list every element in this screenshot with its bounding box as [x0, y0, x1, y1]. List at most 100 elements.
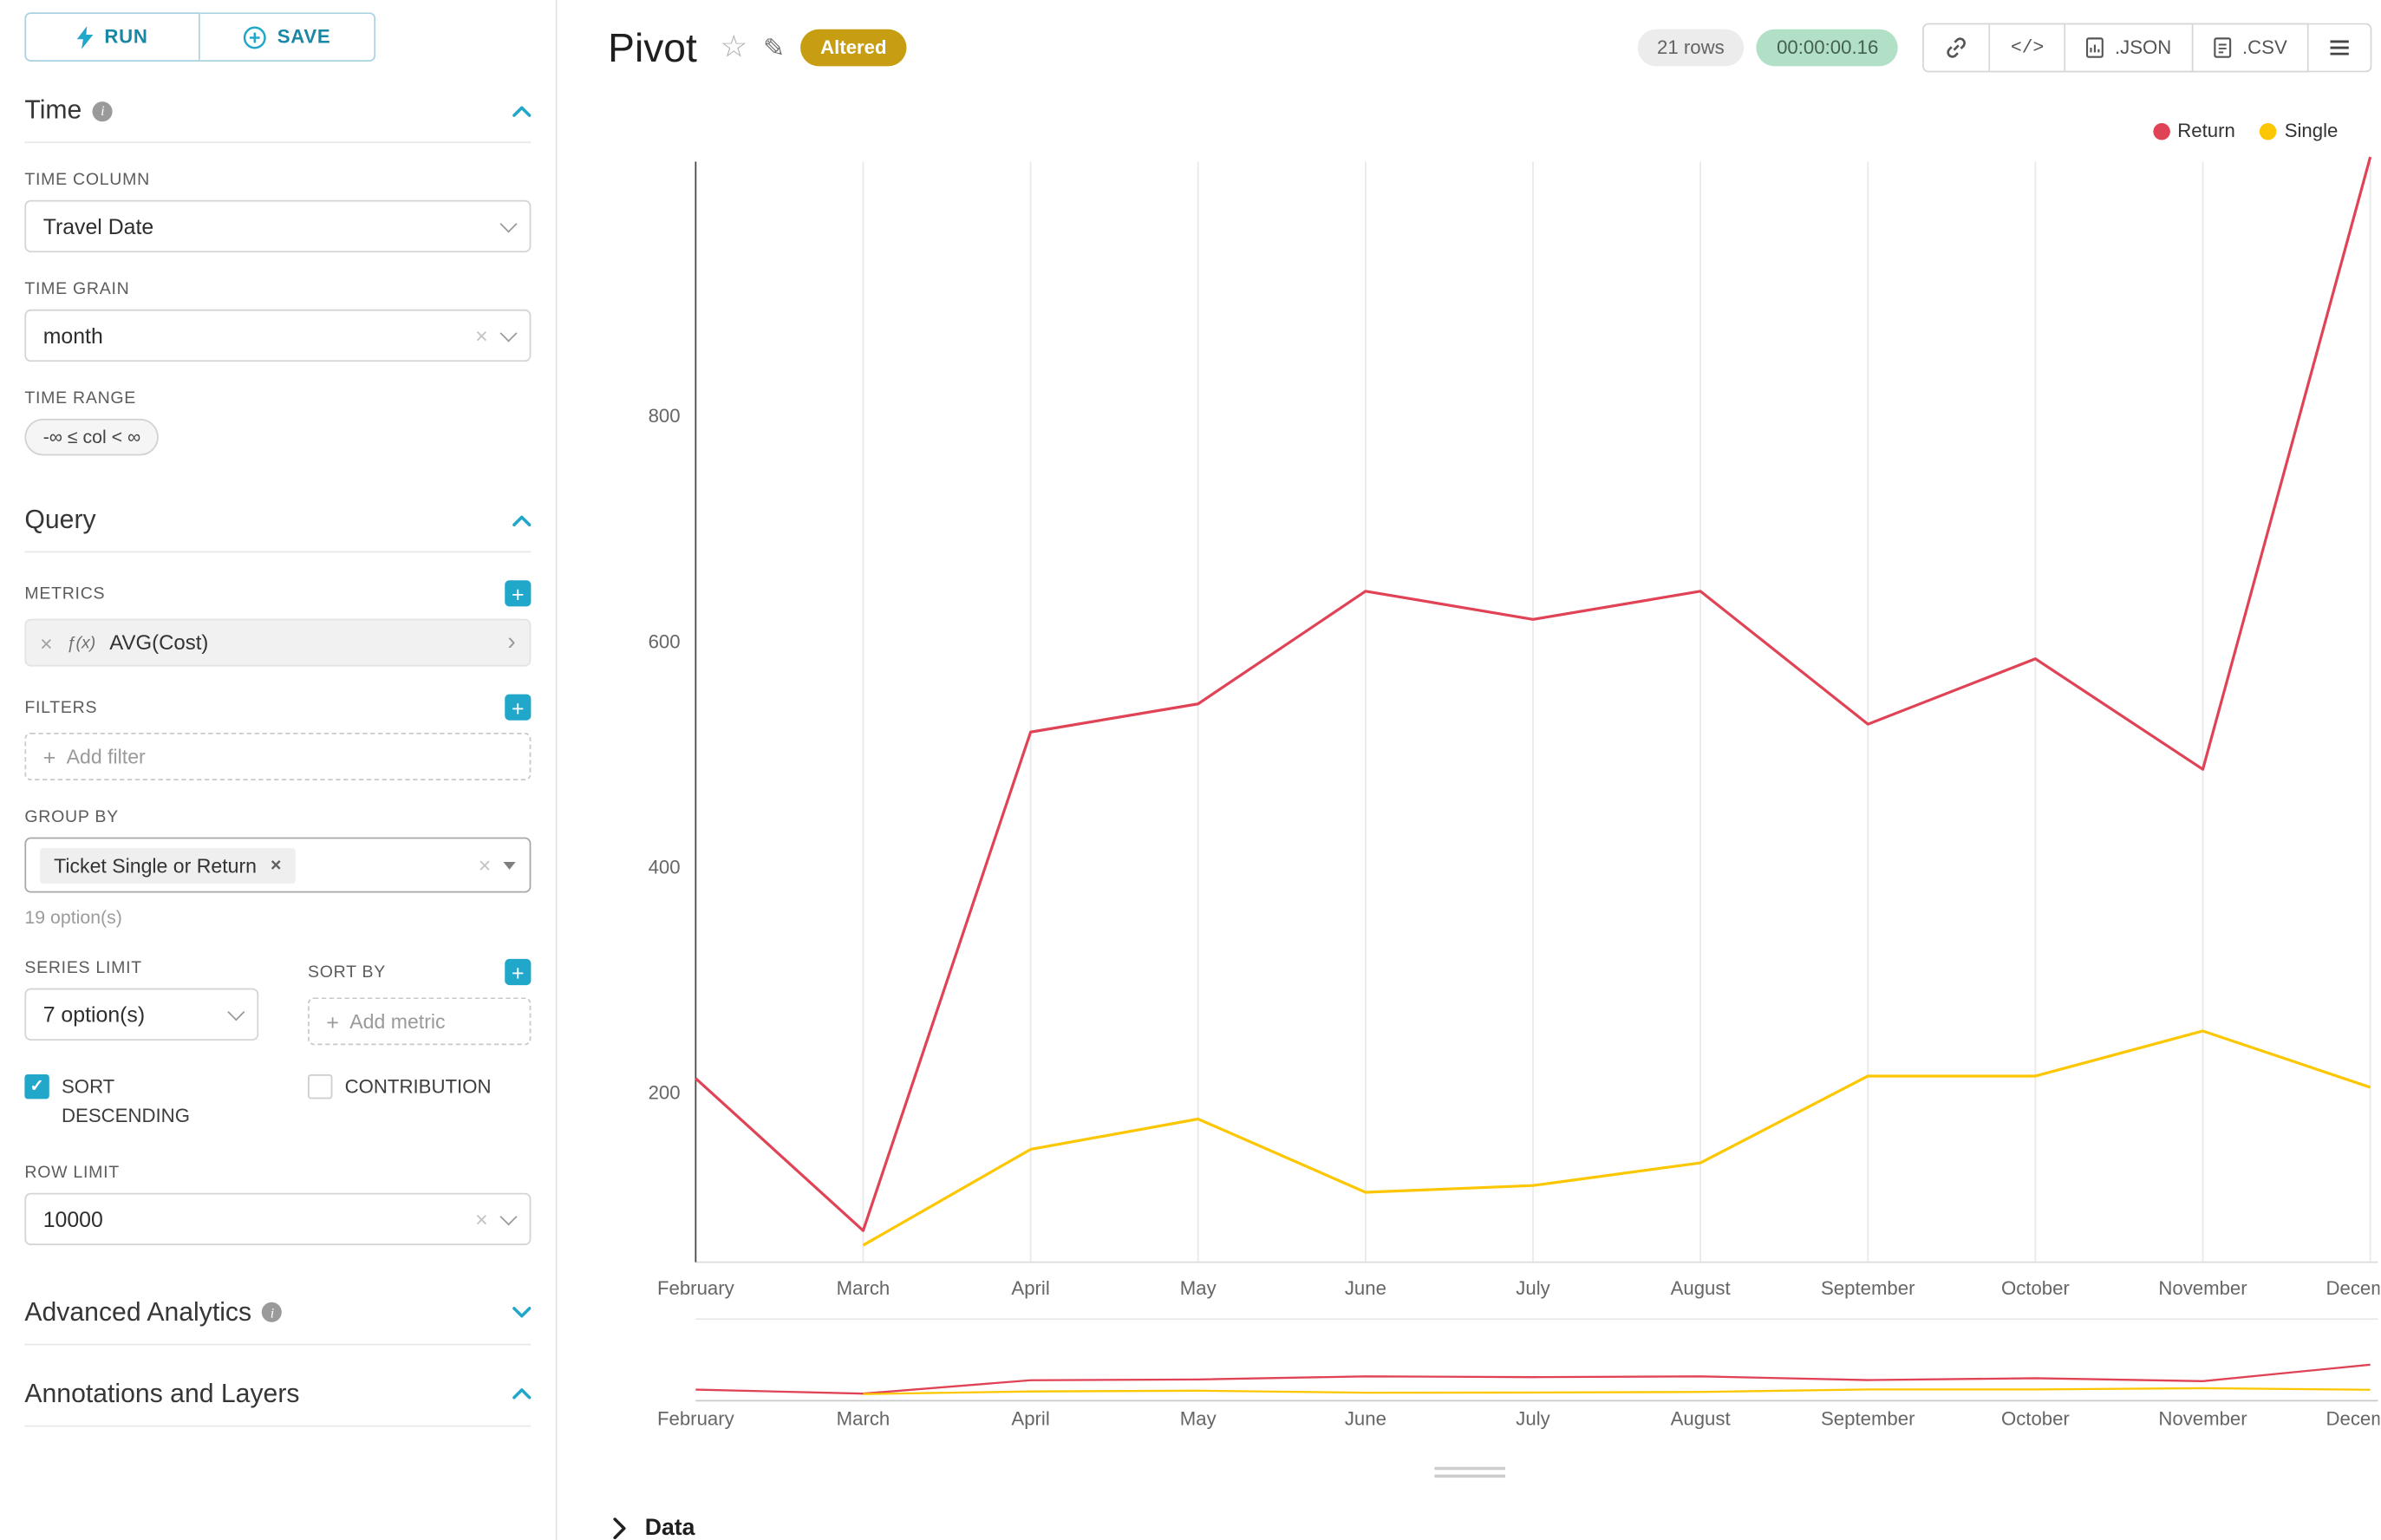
favorite-star-icon[interactable]: ☆ — [720, 30, 748, 65]
metric-chip[interactable]: × ƒ(x) AVG(Cost) › — [24, 618, 532, 667]
chart-title: Pivot — [608, 23, 697, 70]
line-chart-canvas[interactable]: 200 400 600 800 February March April May June Jul… — [558, 108, 2380, 1439]
chevron-down-icon — [499, 215, 518, 233]
remove-metric-icon[interactable]: × — [40, 630, 53, 656]
time-range-pill[interactable]: -∞ ≤ col < ∞ — [24, 418, 160, 456]
filters-label: FILTERS — [24, 698, 98, 717]
contribution-label: CONTRIBUTION — [344, 1075, 492, 1098]
export-csv-button[interactable]: .CSV — [2193, 23, 2309, 73]
sort-by-label: SORT BY — [308, 962, 387, 982]
add-sort-metric-icon[interactable]: + — [505, 958, 532, 986]
time-column-select[interactable]: Travel Date — [24, 199, 532, 253]
section-header-time[interactable]: Time i — [24, 83, 532, 144]
clear-all-icon[interactable]: × — [478, 852, 492, 878]
pane-resize-handle[interactable] — [1433, 1466, 1505, 1478]
checkbox-row: SORT DESCENDING CONTRIBUTION — [24, 1073, 531, 1132]
svg-text:December: December — [2326, 1277, 2380, 1299]
add-filter-button[interactable]: + Add filter — [24, 732, 532, 780]
plus-icon: + — [42, 744, 56, 769]
sort-descending-group: SORT DESCENDING — [24, 1073, 258, 1132]
group-by-label: GROUP BY — [24, 807, 119, 827]
edit-properties-icon[interactable]: ✎ — [763, 33, 786, 62]
group-by-select[interactable]: Ticket Single or Return × × — [24, 837, 532, 893]
run-button-label: RUN — [104, 26, 148, 49]
add-filter-icon[interactable]: + — [505, 694, 532, 721]
row-limit-field: ROW LIMIT 10000 × — [24, 1163, 532, 1245]
metric-chip-label: AVG(Cost) — [109, 630, 209, 655]
svg-text:June: June — [1345, 1408, 1386, 1430]
svg-text:August: August — [1671, 1408, 1731, 1430]
add-sort-metric-button[interactable]: + Add metric — [308, 997, 532, 1046]
clear-icon[interactable]: × — [475, 323, 488, 349]
document-chart-icon — [2085, 37, 2104, 58]
series-limit-sort-by-row: SERIES LIMIT 7 option(s) SORT BY + + Add… — [24, 958, 532, 1046]
row-limit-select[interactable]: 10000 × — [24, 1192, 532, 1245]
svg-text:February: February — [657, 1408, 735, 1430]
info-icon[interactable]: i — [262, 1302, 283, 1323]
chevron-down-icon — [499, 324, 518, 343]
group-by-options-hint: 19 option(s) — [24, 906, 122, 929]
export-json-label: .JSON — [2114, 36, 2172, 59]
filters-field: FILTERS + + Add filter — [24, 694, 532, 780]
time-grain-field: TIME GRAIN month × — [24, 280, 532, 362]
svg-text:400: 400 — [649, 856, 681, 878]
plus-circle-icon — [244, 25, 266, 49]
export-json-button[interactable]: .JSON — [2065, 23, 2194, 73]
svg-text:600: 600 — [649, 630, 681, 652]
svg-text:October: October — [2001, 1408, 2070, 1430]
altered-badge: Altered — [800, 29, 907, 67]
legend-item-return[interactable]: Return — [2152, 120, 2235, 142]
row-limit-label: ROW LIMIT — [24, 1163, 120, 1182]
section-title: Time — [24, 95, 82, 125]
svg-text:June: June — [1345, 1277, 1386, 1299]
svg-text:October: October — [2001, 1277, 2070, 1299]
save-button[interactable]: SAVE — [199, 12, 376, 62]
info-icon[interactable]: i — [92, 101, 113, 121]
view-query-button[interactable]: </> — [1990, 23, 2066, 73]
sort-descending-label: SORT DESCENDING — [62, 1075, 190, 1128]
series-limit-value: 7 option(s) — [42, 1002, 146, 1027]
data-panel-toggle[interactable]: Data — [612, 1515, 695, 1540]
svg-text:May: May — [1180, 1277, 1217, 1299]
time-column-label: TIME COLUMN — [24, 171, 150, 190]
series-limit-label: SERIES LIMIT — [24, 958, 142, 978]
sort-descending-checkbox[interactable] — [24, 1074, 49, 1100]
chevron-down-icon[interactable] — [512, 1307, 532, 1318]
svg-text:May: May — [1180, 1408, 1217, 1430]
remove-tag-icon[interactable]: × — [270, 854, 282, 877]
add-metric-icon[interactable]: + — [505, 580, 532, 607]
more-options-button[interactable] — [2308, 23, 2372, 73]
chevron-right-icon[interactable]: › — [507, 629, 516, 656]
svg-text:200: 200 — [649, 1082, 681, 1104]
chevron-up-icon[interactable] — [512, 105, 532, 117]
contribution-checkbox[interactable] — [308, 1074, 333, 1100]
section-header-annotations[interactable]: Annotations and Layers — [24, 1367, 532, 1427]
section-header-query[interactable]: Query — [24, 493, 532, 553]
section-title: Query — [24, 505, 96, 534]
section-title: Advanced Analytics — [24, 1296, 252, 1327]
svg-text:July: July — [1516, 1277, 1550, 1299]
query-timer-badge: 00:00:00.16 — [1756, 29, 1899, 67]
chevron-up-icon[interactable] — [512, 1388, 532, 1400]
series-limit-field: SERIES LIMIT 7 option(s) — [24, 958, 259, 1045]
clear-icon[interactable]: × — [475, 1206, 488, 1231]
chevron-up-icon[interactable] — [512, 514, 532, 526]
control-panel: RUN SAVE Time i TIME COLUMN Travel Date — [0, 0, 558, 1540]
caret-down-icon[interactable] — [503, 861, 516, 870]
svg-text:April: April — [1011, 1277, 1049, 1299]
section-header-advanced-analytics[interactable]: Advanced Analytics i — [24, 1285, 532, 1345]
legend-item-single[interactable]: Single — [2260, 120, 2338, 141]
time-grain-label: TIME GRAIN — [24, 280, 130, 299]
add-sort-metric-label: Add metric — [349, 1009, 446, 1034]
run-button[interactable]: RUN — [24, 12, 200, 62]
link-icon — [1947, 37, 1967, 58]
share-link-button[interactable] — [1922, 23, 1991, 73]
time-grain-select[interactable]: month × — [24, 309, 532, 362]
svg-text:September: September — [1821, 1408, 1915, 1430]
legend-label-return: Return — [2177, 120, 2235, 142]
time-column-value: Travel Date — [42, 213, 154, 239]
series-limit-select[interactable]: 7 option(s) — [24, 988, 259, 1041]
svg-text:February: February — [657, 1277, 735, 1299]
export-csv-label: .CSV — [2241, 36, 2287, 59]
